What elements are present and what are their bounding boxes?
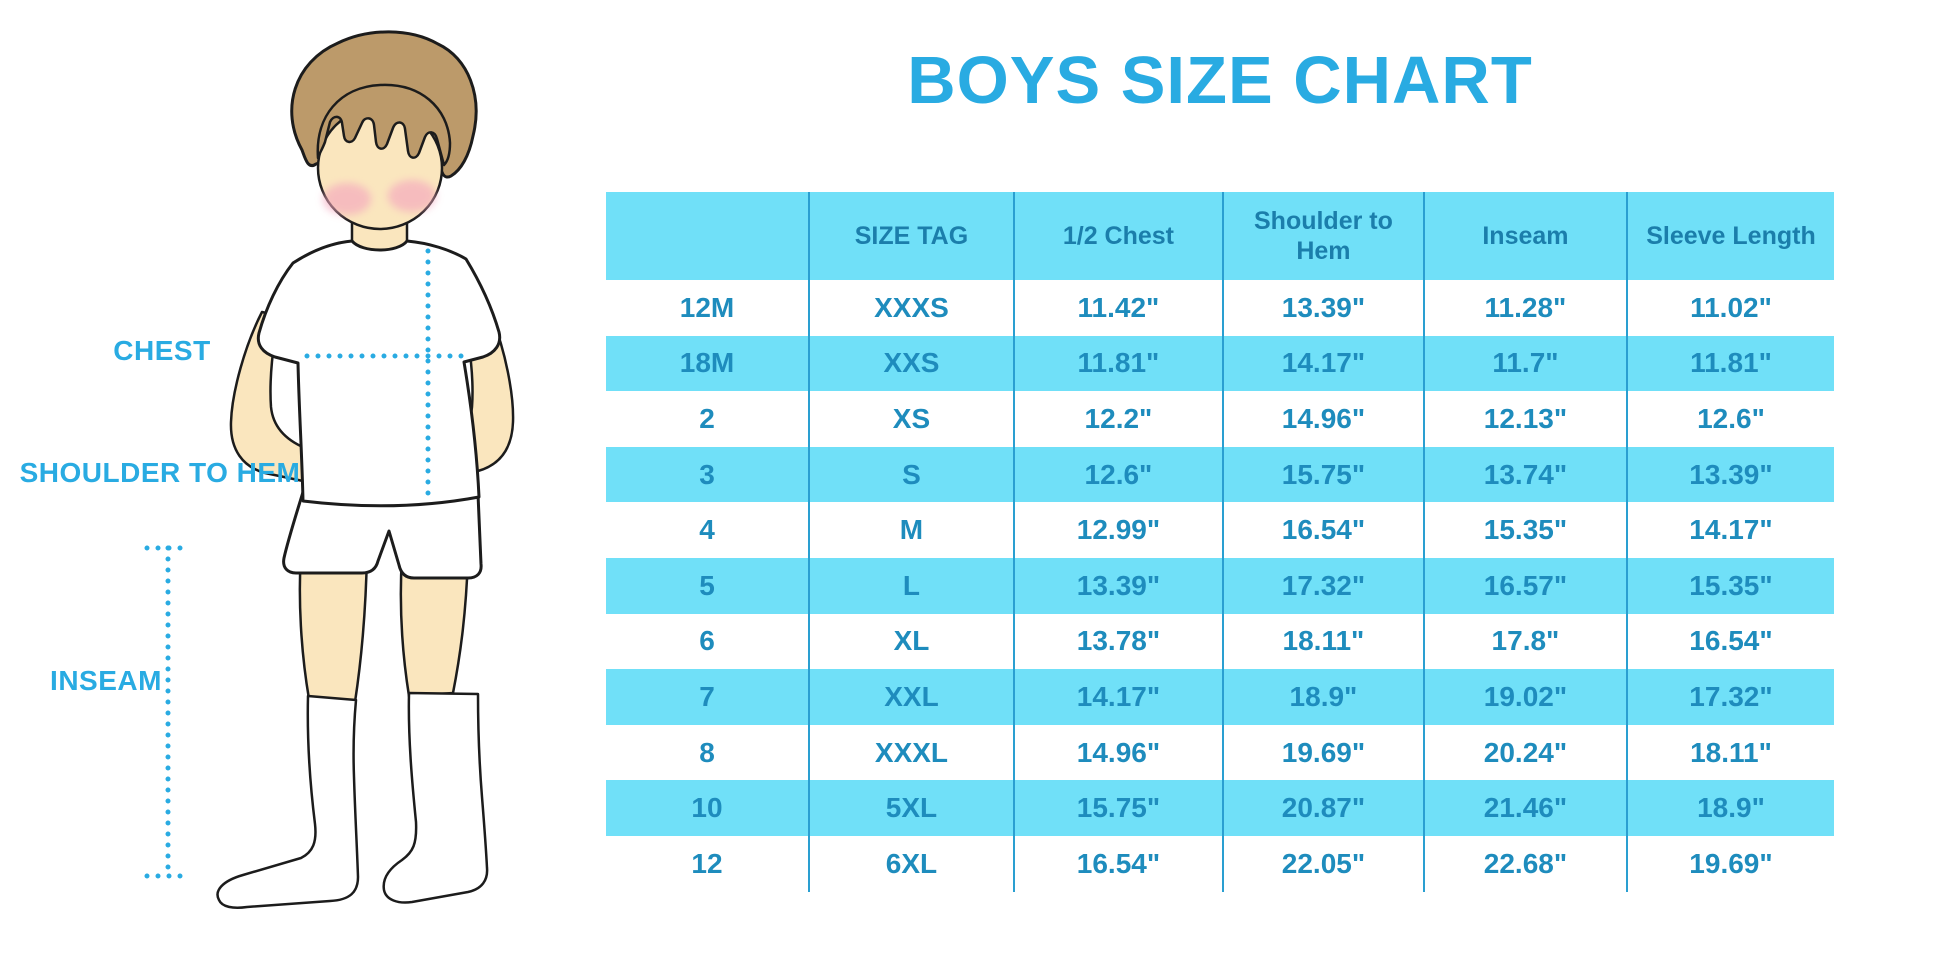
table-row: 7 XXL 14.17" 18.9" 19.02" 17.32" <box>606 669 1834 725</box>
table-row: 4 M 12.99" 16.54" 15.35" 14.17" <box>606 502 1834 558</box>
cell-shoulder-to-hem: 17.32" <box>1221 557 1424 614</box>
table-row: 3 S 12.6" 15.75" 13.74" 13.39" <box>606 446 1834 503</box>
right-sock <box>382 691 489 904</box>
cell-half-chest: 12.99" <box>1012 502 1223 558</box>
cell-sleeve-length: 16.54" <box>1625 613 1834 670</box>
cell-size: 12M <box>679 291 735 323</box>
cell-size: 4 <box>699 514 715 546</box>
cell-shoulder-to-hem: 19.69" <box>1221 724 1424 781</box>
cell-sleeve-length: 18.9" <box>1625 780 1834 836</box>
chest-label: CHEST <box>113 335 210 366</box>
cell-size-tag: XXS <box>807 335 1014 392</box>
cell-sleeve-length: 19.69" <box>1625 835 1834 892</box>
blush-left-cheek <box>323 183 371 215</box>
cell-half-chest: 14.96" <box>1012 724 1223 781</box>
boy-illustration-svg: CHEST SHOULDER TO HEM INSEAM <box>20 30 515 909</box>
cell-half-chest: 12.6" <box>1012 446 1223 503</box>
cell-sleeve-length: 15.35" <box>1625 557 1834 614</box>
table-row: 12 6XL 16.54" 22.05" 22.68" 19.69" <box>606 835 1834 892</box>
cell-size-tag: M <box>807 502 1014 558</box>
cell-shoulder-to-hem: 14.96" <box>1221 391 1424 447</box>
cell-shoulder-to-hem: 14.17" <box>1221 335 1424 392</box>
cell-shoulder-to-hem: 22.05" <box>1221 835 1424 892</box>
table-row: 18M XXS 11.81" 14.17" 11.7" 11.81" <box>606 335 1834 392</box>
cell-size: 2 <box>699 402 715 434</box>
column-header-sleeve-length: Sleeve Length <box>1625 192 1834 280</box>
cell-size-tag: S <box>807 446 1014 503</box>
cell-inseam: 11.28" <box>1422 280 1627 336</box>
column-header-half-chest: 1/2 Chest <box>1012 192 1223 280</box>
cell-inseam: 16.57" <box>1422 557 1627 614</box>
cell-size: 8 <box>699 736 715 768</box>
cell-size-tag: 6XL <box>807 835 1014 892</box>
column-header-size-tag: SIZE TAG <box>807 192 1014 280</box>
cell-inseam: 21.46" <box>1422 780 1627 836</box>
cell-inseam: 22.68" <box>1422 835 1627 892</box>
cell-shoulder-to-hem: 15.75" <box>1221 446 1424 503</box>
cell-inseam: 11.7" <box>1422 335 1627 392</box>
cell-half-chest: 13.78" <box>1012 613 1223 670</box>
table-header-row: SIZE TAG 1/2 Chest Shoulder to Hem Insea… <box>606 192 1834 280</box>
inseam-label: INSEAM <box>50 665 162 696</box>
column-header-shoulder-to-hem: Shoulder to Hem <box>1221 192 1424 280</box>
cell-sleeve-length: 18.11" <box>1625 724 1834 781</box>
cell-size-tag: XXXS <box>807 280 1014 336</box>
column-header-inseam: Inseam <box>1422 192 1627 280</box>
cell-size-tag: XXL <box>807 669 1014 725</box>
cell-half-chest: 11.42" <box>1012 280 1223 336</box>
t-shirt <box>256 239 502 508</box>
cell-size-tag: XS <box>807 391 1014 447</box>
cell-half-chest: 11.81" <box>1012 335 1223 392</box>
cell-sleeve-length: 12.6" <box>1625 391 1834 447</box>
cell-size: 7 <box>606 669 809 725</box>
cell-sleeve-length: 17.32" <box>1625 669 1834 725</box>
left-arm <box>229 310 307 483</box>
cell-size: 6 <box>699 625 715 657</box>
cell-shoulder-to-hem: 20.87" <box>1221 780 1424 836</box>
cell-inseam: 19.02" <box>1422 669 1627 725</box>
table-row: 10 5XL 15.75" 20.87" 21.46" 18.9" <box>606 780 1834 836</box>
size-chart-table: SIZE TAG 1/2 Chest Shoulder to Hem Insea… <box>606 192 1834 892</box>
cell-half-chest: 14.17" <box>1012 669 1223 725</box>
cell-inseam: 13.74" <box>1422 446 1627 503</box>
boy-illustration: CHEST SHOULDER TO HEM INSEAM <box>0 0 612 973</box>
table-row: 2 XS 12.2" 14.96" 12.13" 12.6" <box>606 391 1834 447</box>
table-row: 8 XXXL 14.96" 19.69" 20.24" 18.11" <box>606 724 1834 781</box>
cell-shoulder-to-hem: 18.9" <box>1221 669 1424 725</box>
cell-shoulder-to-hem: 13.39" <box>1221 280 1424 336</box>
cell-inseam: 15.35" <box>1422 502 1627 558</box>
page-title: BOYS SIZE CHART <box>907 43 1533 118</box>
cell-inseam: 17.8" <box>1422 613 1627 670</box>
cell-shoulder-to-hem: 18.11" <box>1221 613 1424 670</box>
cell-sleeve-length: 11.81" <box>1625 335 1834 392</box>
cell-size: 18M <box>606 335 809 392</box>
cell-half-chest: 16.54" <box>1012 835 1223 892</box>
cell-size-tag: 5XL <box>807 780 1014 836</box>
blush-right-cheek <box>388 180 436 212</box>
cell-size: 10 <box>606 780 809 836</box>
cell-size: 3 <box>606 446 809 503</box>
table-row: 6 XL 13.78" 18.11" 17.8" 16.54" <box>606 613 1834 670</box>
cell-inseam: 20.24" <box>1422 724 1627 781</box>
shoulder-to-hem-label: SHOULDER TO HEM <box>20 457 301 488</box>
table-row: 12M XXXS 11.42" 13.39" 11.28" 11.02" <box>606 280 1834 336</box>
cell-inseam: 12.13" <box>1422 391 1627 447</box>
cell-size: 12 <box>691 847 723 879</box>
table-row: 5 L 13.39" 17.32" 16.57" 15.35" <box>606 557 1834 614</box>
column-header-size <box>606 192 809 280</box>
cell-sleeve-length: 13.39" <box>1625 446 1834 503</box>
cell-size: 5 <box>606 557 809 614</box>
cell-size-tag: XXXL <box>807 724 1014 781</box>
cell-half-chest: 15.75" <box>1012 780 1223 836</box>
cell-size-tag: L <box>807 557 1014 614</box>
hair-fringe <box>316 83 452 167</box>
cell-half-chest: 12.2" <box>1012 391 1223 447</box>
cell-sleeve-length: 11.02" <box>1625 280 1834 336</box>
cell-shoulder-to-hem: 16.54" <box>1221 502 1424 558</box>
cell-sleeve-length: 14.17" <box>1625 502 1834 558</box>
cell-size-tag: XL <box>807 613 1014 670</box>
left-sock <box>216 694 360 909</box>
cell-half-chest: 13.39" <box>1012 557 1223 614</box>
